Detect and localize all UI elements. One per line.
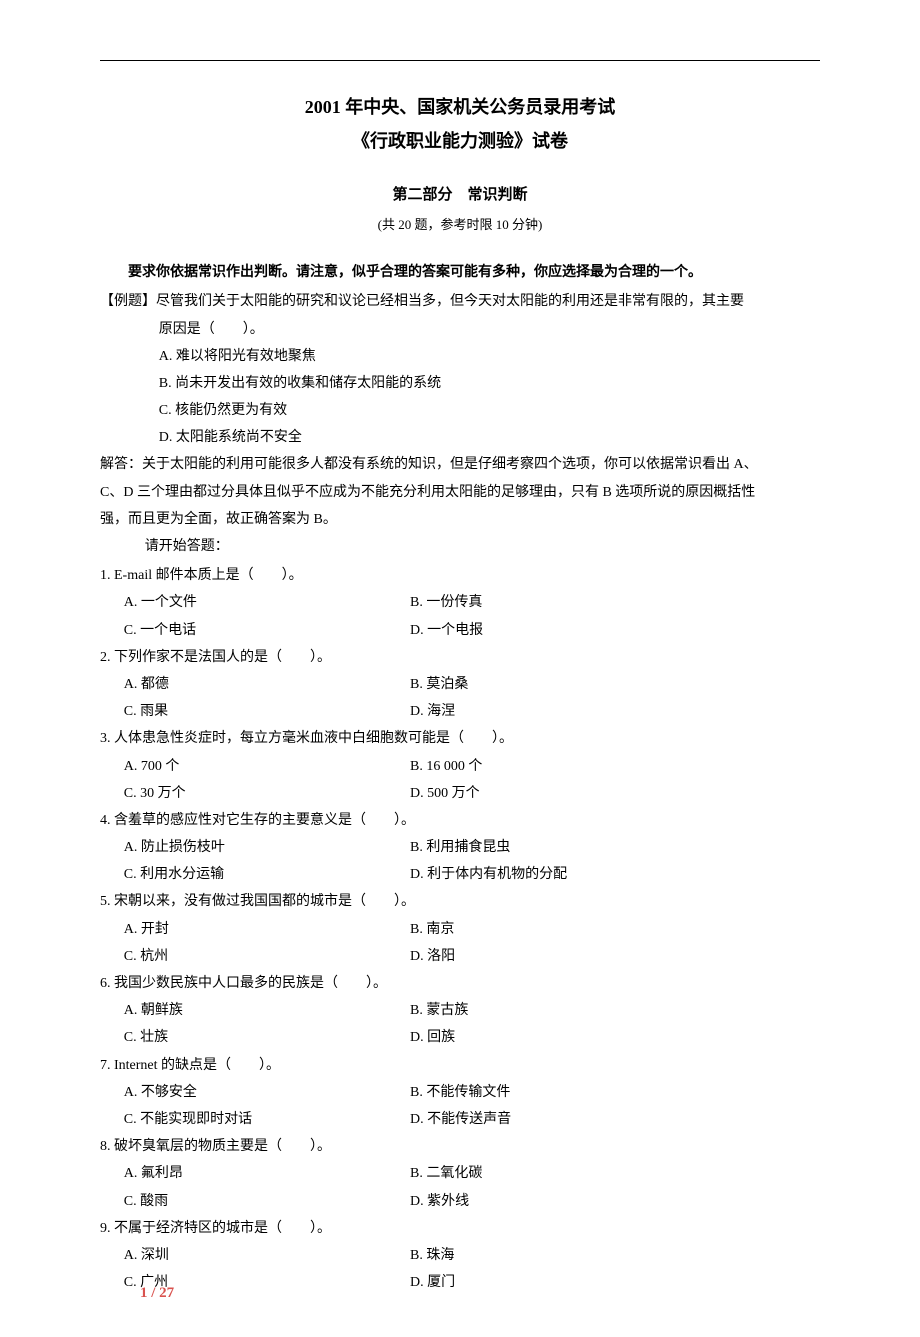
question-text: 3. 人体患急性炎症时，每立方毫米血液中白细胞数可能是（ ）。	[100, 726, 820, 751]
option-item: B. 二氧化碳	[410, 1161, 820, 1186]
option-item: C. 一个电话	[100, 618, 410, 643]
page-current: 1	[140, 1285, 148, 1301]
option-item: B. 不能传输文件	[410, 1080, 820, 1105]
explain-line: 解答：关于太阳能的利用可能很多人都没有系统的知识，但是仔细考察四个选项，你可以依…	[100, 452, 820, 477]
option-item: D. 不能传送声音	[410, 1107, 820, 1132]
explain-line: 强，而且更为全面，故正确答案为 B。	[100, 507, 820, 532]
option-item: D. 紫外线	[410, 1189, 820, 1214]
option-item: C. 雨果	[100, 699, 410, 724]
option-item: B. 珠海	[410, 1243, 820, 1268]
option-item: D. 洛阳	[410, 944, 820, 969]
example-option: D. 太阳能系统尚不安全	[159, 425, 820, 450]
options-row: A. 开封B. 南京	[100, 917, 820, 942]
question-text: 1. E-mail 邮件本质上是（ ）。	[100, 563, 820, 588]
option-item: A. 防止损伤枝叶	[100, 835, 410, 860]
question-block: 6. 我国少数民族中人口最多的民族是（ ）。A. 朝鲜族B. 蒙古族C. 壮族D…	[100, 971, 820, 1051]
option-item: C. 杭州	[100, 944, 410, 969]
option-item: C. 壮族	[100, 1025, 410, 1050]
question-block: 3. 人体患急性炎症时，每立方毫米血液中白细胞数可能是（ ）。 A. 700 个B…	[100, 726, 820, 806]
option-item: A. 不够安全	[100, 1080, 410, 1105]
option-item: D. 500 万个	[410, 781, 820, 806]
option-item: B. 利用捕食昆虫	[410, 835, 820, 860]
example-body: 原因是（ ）。	[159, 317, 820, 342]
question-block: 7. Internet 的缺点是（ ）。A. 不够安全B. 不能传输文件C. 不…	[100, 1053, 820, 1133]
option-item: B. 16 000 个	[410, 754, 820, 779]
page-separator: /	[148, 1285, 160, 1301]
option-item: D. 利于体内有机物的分配	[410, 862, 820, 887]
option-item: D. 厦门	[410, 1270, 820, 1295]
section-info: (共 20 题，参考时限 10 分钟)	[100, 213, 820, 236]
example-intro: 【例题】尽管我们关于太阳能的研究和议论已经相当多，但今天对太阳能的利用还是非常有…	[100, 289, 820, 314]
options-row: C. 壮族D. 回族	[100, 1025, 820, 1050]
option-item: A. 700 个	[100, 754, 410, 779]
options-row: C. 30 万个D. 500 万个	[100, 781, 820, 806]
horizontal-rule	[100, 60, 820, 61]
option-item: B. 蒙古族	[410, 998, 820, 1023]
question-text: 4. 含羞草的感应性对它生存的主要意义是（ ）。	[100, 808, 820, 833]
sub-title: 《行政职业能力测验》试卷	[100, 125, 820, 157]
section-title: 第二部分 常识判断	[100, 182, 820, 209]
question-text: 7. Internet 的缺点是（ ）。	[100, 1053, 820, 1078]
options-row: A. 不够安全B. 不能传输文件	[100, 1080, 820, 1105]
option-item: B. 南京	[410, 917, 820, 942]
option-item: D. 海涅	[410, 699, 820, 724]
option-item: D. 一个电报	[410, 618, 820, 643]
page-number: 1 / 27	[140, 1280, 174, 1307]
explain-line: C、D 三个理由都过分具体且似乎不应成为不能充分利用太阳能的足够理由，只有 B …	[100, 480, 820, 505]
options-row: C. 酸雨D. 紫外线	[100, 1189, 820, 1214]
question-block: 5. 宋朝以来，没有做过我国国都的城市是（ ）。 A. 开封B. 南京C. 杭州D…	[100, 889, 820, 969]
options-row: A. 防止损伤枝叶B. 利用捕食昆虫	[100, 835, 820, 860]
question-text: 9. 不属于经济特区的城市是（ ）。	[100, 1216, 820, 1241]
options-row: C. 杭州D. 洛阳	[100, 944, 820, 969]
question-block: 2. 下列作家不是法国人的是（ ）。A. 都德B. 莫泊桑C. 雨果D. 海涅	[100, 645, 820, 725]
options-row: A. 朝鲜族B. 蒙古族	[100, 998, 820, 1023]
start-prompt: 请开始答题：	[145, 534, 820, 559]
option-item: B. 一份传真	[410, 590, 820, 615]
options-row: A. 一个文件B. 一份传真	[100, 590, 820, 615]
option-item: A. 都德	[100, 672, 410, 697]
questions-container: 1. E-mail 邮件本质上是（ ）。A. 一个文件B. 一份传真C. 一个电…	[100, 563, 820, 1295]
options-row: C. 不能实现即时对话D. 不能传送声音	[100, 1107, 820, 1132]
question-block: 8. 破坏臭氧层的物质主要是（ ）。A. 氟利昂B. 二氧化碳C. 酸雨D. 紫…	[100, 1134, 820, 1214]
options-row: A. 氟利昂B. 二氧化碳	[100, 1161, 820, 1186]
example-option: A. 难以将阳光有效地聚焦	[159, 344, 820, 369]
option-item: A. 深圳	[100, 1243, 410, 1268]
option-item: C. 酸雨	[100, 1189, 410, 1214]
question-block: 4. 含羞草的感应性对它生存的主要意义是（ ）。A. 防止损伤枝叶B. 利用捕食…	[100, 808, 820, 888]
question-text: 5. 宋朝以来，没有做过我国国都的城市是（ ）。	[100, 889, 820, 914]
options-row: A. 深圳B. 珠海	[100, 1243, 820, 1268]
options-row: A. 都德B. 莫泊桑	[100, 672, 820, 697]
main-title: 2001 年中央、国家机关公务员录用考试	[100, 91, 820, 123]
question-text: 6. 我国少数民族中人口最多的民族是（ ）。	[100, 971, 820, 996]
option-item: C. 利用水分运输	[100, 862, 410, 887]
question-block: 9. 不属于经济特区的城市是（ ）。A. 深圳B. 珠海C. 广州D. 厦门	[100, 1216, 820, 1296]
question-block: 1. E-mail 邮件本质上是（ ）。A. 一个文件B. 一份传真C. 一个电…	[100, 563, 820, 643]
question-text: 2. 下列作家不是法国人的是（ ）。	[100, 645, 820, 670]
option-item: A. 开封	[100, 917, 410, 942]
option-item: B. 莫泊桑	[410, 672, 820, 697]
option-item: D. 回族	[410, 1025, 820, 1050]
option-item: A. 一个文件	[100, 590, 410, 615]
options-row: C. 一个电话D. 一个电报	[100, 618, 820, 643]
option-item: C. 不能实现即时对话	[100, 1107, 410, 1132]
option-item: C. 30 万个	[100, 781, 410, 806]
option-item: A. 朝鲜族	[100, 998, 410, 1023]
options-row: A. 700 个B. 16 000 个	[100, 754, 820, 779]
example-option: C. 核能仍然更为有效	[159, 398, 820, 423]
instruction-text: 要求你依据常识作出判断。请注意，似乎合理的答案可能有多种，你应选择最为合理的一个…	[100, 260, 820, 285]
option-item: A. 氟利昂	[100, 1161, 410, 1186]
page-total: 27	[159, 1285, 174, 1301]
options-row: C. 雨果D. 海涅	[100, 699, 820, 724]
options-row: C. 广州D. 厦门	[100, 1270, 820, 1295]
options-row: C. 利用水分运输D. 利于体内有机物的分配	[100, 862, 820, 887]
example-option: B. 尚未开发出有效的收集和储存太阳能的系统	[159, 371, 820, 396]
question-text: 8. 破坏臭氧层的物质主要是（ ）。	[100, 1134, 820, 1159]
document-page: 2001 年中央、国家机关公务员录用考试 《行政职业能力测验》试卷 第二部分 常…	[0, 0, 920, 1337]
